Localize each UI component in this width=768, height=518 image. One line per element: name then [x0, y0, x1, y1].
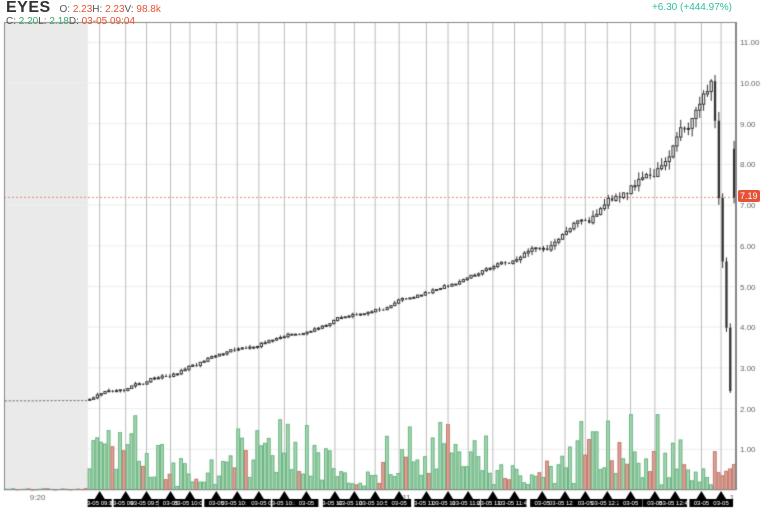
candlestick-chart[interactable] [0, 0, 768, 518]
ticker-symbol: EYES [6, 2, 51, 14]
chart-header: EYES O: 2.23H: 2.23V: 98.8k C: 2.20L: 2.… [6, 2, 161, 28]
price-change: +6.30 (+444.97%) [652, 2, 732, 13]
last-price-tag: 7.19 [738, 190, 760, 202]
